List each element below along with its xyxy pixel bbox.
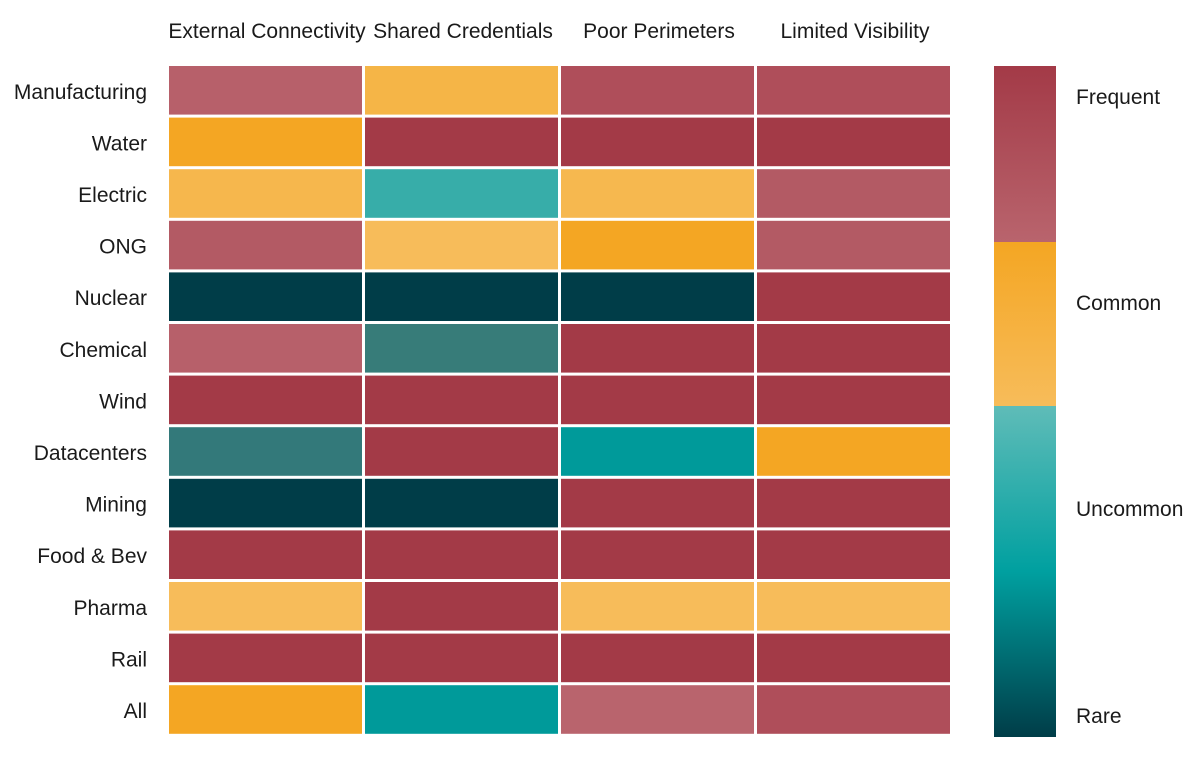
- heatmap-cell: [365, 220, 558, 270]
- heatmap-cell: [561, 478, 754, 528]
- row-label: Chemical: [59, 339, 147, 362]
- heatmap-cell: [365, 530, 558, 579]
- row-label: Datacenters: [34, 442, 147, 465]
- heatmap-cell: [561, 220, 754, 270]
- heatmap-cell: [757, 324, 950, 373]
- heatmap-cell: [561, 375, 754, 425]
- row-label: Food & Bev: [37, 545, 147, 568]
- heatmap-cell: [561, 582, 754, 631]
- legend-label-frequent: Frequent: [1076, 86, 1160, 109]
- heatmap-cell: [365, 633, 558, 683]
- heatmap-cell: [757, 582, 950, 631]
- row-labels: Manufacturing Water Electric ONG Nuclear Chem…: [14, 81, 148, 723]
- legend-band-common: [994, 242, 1056, 406]
- heatmap-cell: [365, 478, 558, 528]
- heatmap-cell: [169, 685, 362, 734]
- row-label: Mining: [85, 494, 147, 517]
- row-label: Nuclear: [75, 287, 147, 310]
- heatmap-cell: [169, 117, 362, 167]
- heatmap-cell: [561, 685, 754, 734]
- heatmap-cell: [561, 633, 754, 683]
- heatmap-cell: [169, 272, 362, 321]
- legend-label-rare: Rare: [1076, 705, 1122, 728]
- legend-label-common: Common: [1076, 292, 1161, 315]
- column-labels: External Connectivity Shared Credentials P…: [168, 20, 930, 43]
- heatmap-cell: [169, 478, 362, 528]
- heatmap-cell: [757, 272, 950, 321]
- heatmap-cell: [365, 272, 558, 321]
- heatmap-cell: [561, 427, 754, 476]
- color-legend: Frequent Common Uncommon Rare: [994, 66, 1183, 737]
- column-label: Shared Credentials: [373, 20, 553, 43]
- heatmap-cell: [169, 582, 362, 631]
- heatmap-cell: [561, 324, 754, 373]
- column-label: External Connectivity: [168, 20, 366, 43]
- heatmap-cell: [561, 66, 754, 115]
- heatmap-cell: [169, 633, 362, 683]
- legend-label-uncommon: Uncommon: [1076, 498, 1183, 521]
- row-label: Manufacturing: [14, 81, 147, 104]
- heatmap-cell: [757, 169, 950, 218]
- heatmap-cell: [757, 685, 950, 734]
- heatmap-cell: [365, 117, 558, 167]
- row-label: Rail: [111, 648, 147, 671]
- heatmap-cell: [757, 478, 950, 528]
- heatmap-cells: [169, 66, 950, 734]
- heatmap-cell: [169, 427, 362, 476]
- heatmap-cell: [169, 66, 362, 115]
- heatmap-cell: [365, 66, 558, 115]
- heatmap-cell: [365, 169, 558, 218]
- column-label: Limited Visibility: [781, 20, 930, 43]
- column-label: Poor Perimeters: [583, 20, 735, 43]
- heatmap-cell: [169, 530, 362, 579]
- row-label: Wind: [99, 390, 147, 413]
- heatmap-cell: [365, 582, 558, 631]
- heatmap-cell: [169, 169, 362, 218]
- heatmap-cell: [365, 375, 558, 425]
- heatmap-cell: [365, 427, 558, 476]
- row-label: Pharma: [73, 597, 147, 620]
- heatmap-cell: [757, 375, 950, 425]
- row-label: ONG: [99, 236, 147, 259]
- heatmap-cell: [757, 220, 950, 270]
- heatmap-cell: [561, 272, 754, 321]
- heatmap-cell: [169, 220, 362, 270]
- row-label: Water: [92, 132, 147, 155]
- heatmap-cell: [757, 427, 950, 476]
- heatmap-cell: [365, 685, 558, 734]
- heatmap-cell: [757, 117, 950, 167]
- row-label: Electric: [78, 184, 147, 207]
- heatmap-cell: [169, 375, 362, 425]
- heatmap-cell: [561, 169, 754, 218]
- heatmap-cell: [757, 66, 950, 115]
- row-label: All: [124, 700, 147, 723]
- heatmap-cell: [757, 633, 950, 683]
- heatmap-cell: [169, 324, 362, 373]
- heatmap-cell: [757, 530, 950, 579]
- heatmap-cell: [561, 117, 754, 167]
- heatmap-cell: [561, 530, 754, 579]
- legend-band-frequent: [994, 66, 1056, 242]
- heatmap-cell: [365, 324, 558, 373]
- legend-band-uncommon-rare: [994, 406, 1056, 737]
